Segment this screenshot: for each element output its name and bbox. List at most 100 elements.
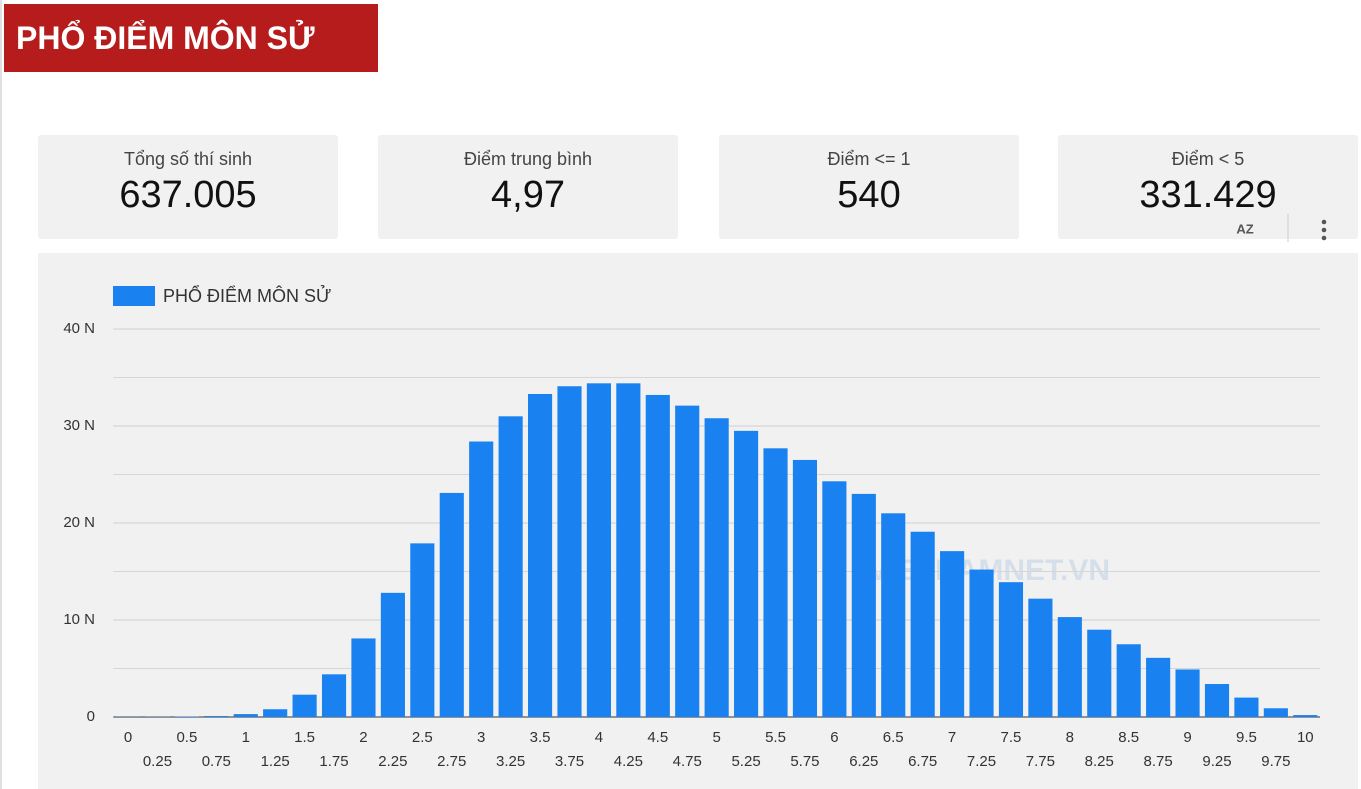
x-tick-label: 7 <box>948 729 956 746</box>
bar <box>822 481 847 717</box>
x-tick-label: 1.25 <box>261 753 290 770</box>
x-tick-label: 10 <box>1297 729 1314 746</box>
bar <box>763 448 788 717</box>
bar <box>410 543 435 717</box>
x-tick-label: 0.5 <box>176 729 197 746</box>
stat-label: Điểm < 5 <box>1171 149 1245 169</box>
x-tick-label: 1.5 <box>294 729 315 746</box>
x-tick-label: 4.75 <box>673 753 702 770</box>
border <box>0 0 2 789</box>
y-tick-label: 20 N <box>63 514 95 531</box>
bar <box>1028 598 1053 717</box>
menu-button[interactable] <box>1321 219 1327 241</box>
bar <box>1204 684 1230 717</box>
bar <box>734 430 759 717</box>
bar <box>998 582 1024 717</box>
stat-label: Điểm <= 1 <box>827 149 911 169</box>
x-tick-label: 4 <box>595 729 603 746</box>
stat-card: Điểm trung bình 4,97 <box>378 135 678 239</box>
bar <box>233 714 258 717</box>
x-tick-label: 2 <box>359 729 367 746</box>
bar <box>1146 657 1171 717</box>
bar <box>498 416 523 717</box>
bar <box>675 405 700 717</box>
x-tick-label: 4.25 <box>614 753 643 770</box>
x-tick-label: 8.75 <box>1144 753 1173 770</box>
bar <box>321 674 347 717</box>
x-tick-label: 2.5 <box>412 729 433 746</box>
bar <box>1234 697 1259 717</box>
x-tick-label: 1.75 <box>319 753 348 770</box>
x-tick-label: 5.75 <box>790 753 819 770</box>
bar <box>881 513 906 717</box>
stat-label: Điểm trung bình <box>463 149 593 169</box>
x-tick-label: 5.5 <box>765 729 786 746</box>
menu-dot <box>1321 219 1327 225</box>
x-tick-label: 3.75 <box>555 753 584 770</box>
bar <box>263 709 288 717</box>
bar <box>586 383 611 717</box>
x-tick-label: 0 <box>124 729 132 746</box>
x-tick-label: 6 <box>830 729 838 746</box>
bar <box>380 592 405 717</box>
legend-swatch <box>113 286 155 306</box>
bar <box>1087 629 1112 717</box>
y-tick-label: 40 N <box>63 320 95 337</box>
x-tick-label: 7.75 <box>1026 753 1055 770</box>
menu-dot <box>1321 227 1327 233</box>
bar <box>645 394 670 717</box>
stat-card: Điểm <= 1 540 <box>719 135 1019 239</box>
bar <box>557 386 582 717</box>
stat-label: Tổng số thí sinh <box>123 149 253 169</box>
x-tick-label: 2.75 <box>437 753 466 770</box>
x-tick-label: 3.5 <box>530 729 551 746</box>
x-tick-label: 4.5 <box>647 729 668 746</box>
x-tick-label: 2.25 <box>378 753 407 770</box>
bar <box>1116 644 1141 717</box>
stat-value: 4,97 <box>491 174 565 216</box>
x-tick-label: 3 <box>477 729 485 746</box>
bar <box>851 493 876 717</box>
y-tick-label: 0 <box>87 708 95 725</box>
y-tick-label: 30 N <box>63 417 95 434</box>
bar <box>1175 669 1200 717</box>
bar <box>1293 715 1318 717</box>
x-tick-label: 8.25 <box>1085 753 1114 770</box>
bar <box>351 638 376 717</box>
stat-value: 540 <box>837 174 901 216</box>
x-tick-label: 0.75 <box>202 753 231 770</box>
x-tick-label: 9.25 <box>1202 753 1231 770</box>
x-tick-label: 5 <box>712 729 720 746</box>
bar <box>469 441 494 717</box>
x-tick-label: 3.25 <box>496 753 525 770</box>
bar <box>439 492 464 717</box>
bar <box>1263 708 1288 717</box>
x-tick-label: 9.75 <box>1261 753 1290 770</box>
stat-value: 331.429 <box>1139 174 1277 216</box>
x-tick-label: 8 <box>1066 729 1074 746</box>
x-tick-label: 9 <box>1183 729 1191 746</box>
bar <box>792 459 818 717</box>
stat-card: Điểm < 5 331.429 <box>1058 135 1358 239</box>
x-tick-label: 7.25 <box>967 753 996 770</box>
bar <box>969 569 994 717</box>
x-tick-label: 8.5 <box>1118 729 1139 746</box>
bar <box>616 383 641 717</box>
stat-card: Tổng số thí sinh 637.005 <box>38 135 338 239</box>
bar <box>527 393 553 717</box>
bar <box>910 531 935 717</box>
x-tick-label: 0.25 <box>143 753 172 770</box>
bar <box>1057 617 1082 717</box>
legend-label: PHỔ ĐIỂM MÔN SỬ <box>163 285 331 306</box>
bar <box>704 418 729 717</box>
x-tick-label: 5.25 <box>731 753 760 770</box>
x-tick-label: 1 <box>242 729 250 746</box>
sort-button[interactable]: AZ <box>1236 221 1253 236</box>
x-tick-label: 9.5 <box>1236 729 1257 746</box>
bar <box>204 716 229 717</box>
x-tick-label: 7.5 <box>1001 729 1022 746</box>
bar <box>292 694 317 717</box>
y-tick-label: 10 N <box>63 611 95 628</box>
